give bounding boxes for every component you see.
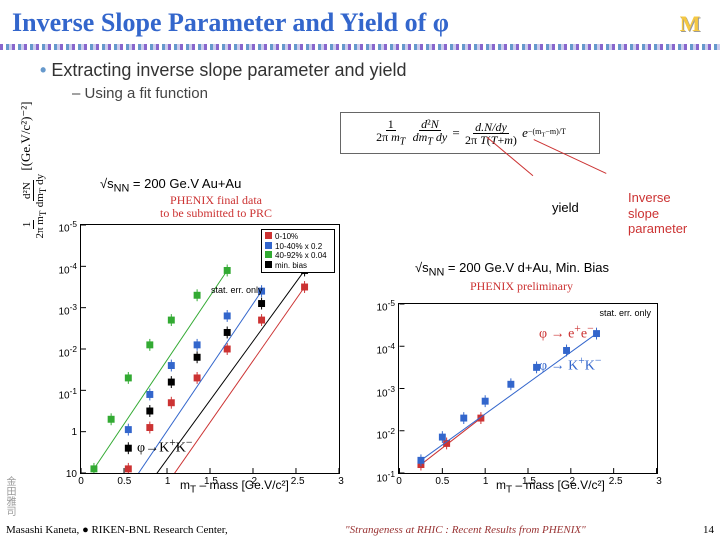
corner-logo: M	[670, 4, 710, 44]
page-number: 14	[703, 524, 714, 536]
label-slope: Inverseslopeparameter	[628, 190, 687, 237]
left-legend: 0-10%10-40% x 0.240-92% x 0.04min. bias	[261, 229, 335, 273]
right-decay-kk: φ → K+K−	[539, 354, 601, 375]
bullet-main: Extracting inverse slope parameter and y…	[0, 60, 720, 81]
left-system-label: √sNN = 200 Ge.V Au+Au	[100, 176, 241, 195]
label-yield: yield	[552, 200, 579, 215]
footer-talk: "Strangeness at RHIC : Recent Results fr…	[345, 524, 586, 536]
left-decay: φ→K+K−	[137, 436, 192, 457]
y-axis-label: 12π mT d²NdmT dy [(Ge.V/c²)⁻²]	[18, 70, 48, 270]
left-stat-err: stat. err. only	[211, 285, 263, 295]
right-plot-svg	[399, 304, 657, 473]
right-stat-err: stat. err. only	[599, 308, 651, 318]
left-chart: 0-10%10-40% x 0.240-92% x 0.04min. bias …	[80, 224, 340, 474]
footer-author: Masashi Kaneta,	[6, 524, 79, 536]
footer-center: RIKEN-BNL Research Center,	[91, 524, 227, 536]
right-data-label: PHENIX preliminary	[470, 280, 573, 293]
left-x-label: mT – mass [Ge.V/c²]	[180, 478, 289, 495]
fit-formula: 12π mT d²NdmT dy = d.N/dy2π T(T+m) e−(mT…	[340, 112, 600, 154]
right-system-label: √sNN = 200 Ge.V d+Au, Min. Bias	[415, 260, 609, 279]
bullet-sub: Using a fit function	[0, 85, 720, 102]
ornament-bar	[0, 44, 720, 50]
right-decay-ee: φ → e+e−	[539, 322, 594, 343]
footer: Masashi Kaneta, ● RIKEN-BNL Research Cen…	[6, 524, 714, 536]
author-kanji: 金田雅司	[2, 476, 17, 516]
slide-title: Inverse Slope Parameter and Yield of φ	[0, 0, 720, 42]
right-chart: stat. err. only φ → e+e− φ → K+K− 10-110…	[398, 303, 658, 474]
right-x-label: mT – mass [Ge.V/c²]	[496, 478, 605, 495]
left-data-label: PHENIX final datato be submitted to PRC	[160, 194, 272, 220]
